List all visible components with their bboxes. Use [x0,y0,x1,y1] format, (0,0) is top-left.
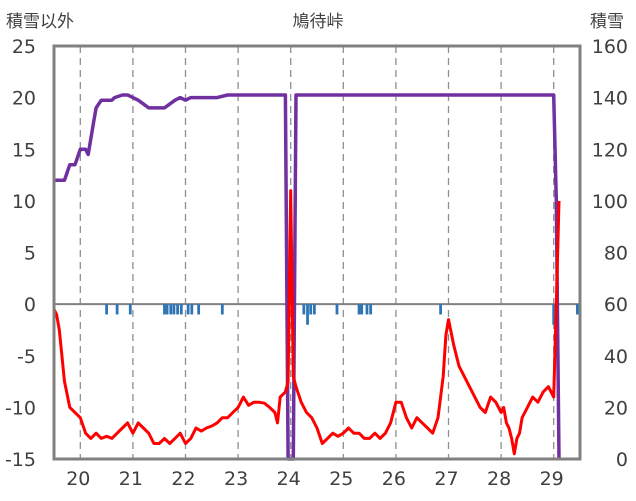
y-right-tick-label: 120 [592,139,628,161]
y-right-tick-label: 40 [604,346,628,368]
y-left-tick-label: -15 [5,449,36,471]
y-right-tick-label: 80 [604,243,628,265]
x-axis: 20 21 22 23 24 25 26 27 28 29 [66,468,564,490]
precip-bar [309,304,313,315]
precip-bar [197,304,201,315]
precip-bar [220,304,224,315]
y-left-tick-label: -10 [5,397,36,419]
precip-bar [552,304,556,325]
y-left-tick-label: 15 [12,139,36,161]
precip-bar [105,304,108,315]
precip-bar [357,304,361,315]
precip-bar [439,304,443,315]
precip-bar [335,304,339,315]
x-tick-label: 25 [329,468,353,490]
left-axis-label: 積雪以外 [6,12,74,32]
left-y-axis: 25 20 15 10 5 0 -5 -10 -15 [5,36,36,471]
precip-bar [312,304,316,315]
y-right-tick-label: 20 [604,397,628,419]
y-left-tick-label: 0 [24,294,36,316]
precip-bar [360,304,364,315]
x-tick-label: 26 [382,468,406,490]
x-tick-label: 22 [171,468,195,490]
snow-depth-series [54,93,561,461]
y-right-tick-label: 140 [592,88,628,110]
x-tick-label: 24 [277,468,301,490]
x-tick-label: 28 [487,468,511,490]
precip-bar [115,304,119,315]
precip-bar [163,304,166,315]
x-tick-label: 20 [66,468,90,490]
x-tick-label: 21 [119,468,143,490]
right-y-axis: 160 140 120 100 80 60 40 20 0 [592,36,628,471]
precip-bar [172,304,176,315]
precip-bar [179,304,183,315]
precip-bar [190,304,194,315]
temperature-line [52,189,561,456]
plot-frame [52,44,582,461]
precip-bar [302,304,306,315]
y-left-tick-label: 25 [12,36,36,58]
x-tick-label: 23 [224,468,248,490]
precipitation-series [105,304,579,325]
chart-title: 鳩待峠 [293,12,344,32]
precip-bar [575,304,579,315]
y-left-tick-label: -5 [17,346,36,368]
x-tick-label: 27 [434,468,458,490]
precip-bar [169,304,173,315]
precip-bar [186,304,190,315]
y-right-tick-label: 160 [592,36,628,58]
precip-bar [306,304,309,325]
y-right-tick-label: 100 [592,191,628,213]
y-right-tick-label: 0 [616,449,628,471]
snow-depth-line [54,93,561,461]
y-left-tick-label: 10 [12,191,36,213]
y-right-tick-label: 60 [604,294,628,316]
x-tick-label: 29 [540,468,564,490]
precip-bar [365,304,369,315]
right-axis-label: 積雪 [590,12,624,32]
precip-bar [128,304,132,315]
precip-bar [165,304,169,315]
y-left-tick-label: 5 [24,243,36,265]
y-left-tick-label: 20 [12,88,36,110]
precip-bar [369,304,373,315]
precip-bar [176,304,180,315]
temperature-series [52,189,561,456]
